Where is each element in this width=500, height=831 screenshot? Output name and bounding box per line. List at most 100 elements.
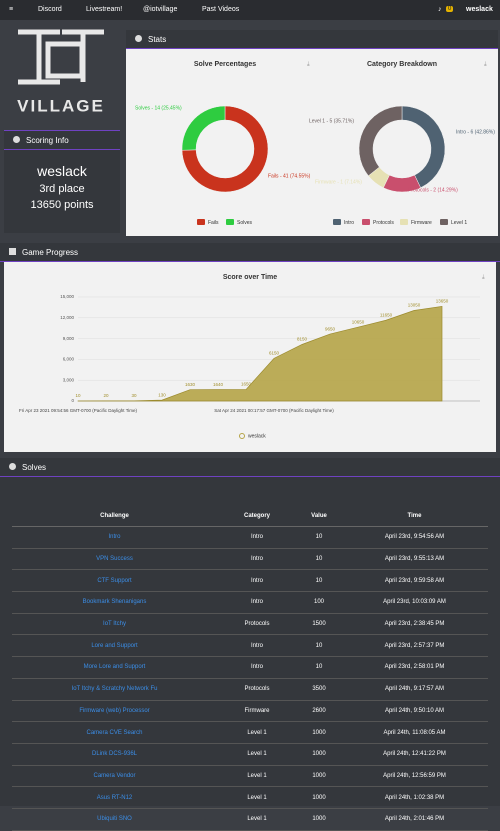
chart-title: Category Breakdown	[367, 61, 437, 68]
panel-title: Solves	[22, 463, 47, 472]
data-label: 10	[75, 393, 81, 398]
legend-swatch	[362, 219, 370, 225]
challenge-link[interactable]: Intro	[108, 534, 121, 541]
table-cell: IoT Itchy	[12, 613, 217, 636]
table-cell: 1000	[297, 786, 341, 809]
player-name: weslack	[37, 163, 87, 179]
table-cell: April 24th, 12:41:22 PM	[341, 743, 488, 766]
data-label: 6150	[269, 351, 280, 356]
menu-icon[interactable]: ≡	[9, 6, 14, 13]
table-cell: CTF Support	[12, 569, 217, 593]
table-cell: April 23rd, 9:55:13 AM	[341, 548, 488, 571]
table-cell: April 23rd, 2:57:37 PM	[341, 634, 488, 658]
table-cell: Firmware (web) Processor	[12, 700, 217, 723]
challenge-link[interactable]: Ubiquiti SNO	[97, 816, 132, 823]
legend-label: Protocols	[373, 220, 394, 226]
challenge-link[interactable]: Lore and Support	[91, 642, 138, 649]
data-label: 8150	[297, 337, 308, 342]
slice-label: Firmware - 1 (7.14%)	[315, 179, 362, 185]
column-header: Time	[341, 506, 488, 527]
challenge-link[interactable]: Camera CVE Search	[86, 729, 143, 736]
column-header: Category	[217, 506, 297, 527]
table-cell: Ubiquiti SNO	[12, 808, 217, 831]
table-cell: Camera Vendor	[12, 765, 217, 788]
challenge-link[interactable]: Camera Vendor	[93, 772, 136, 779]
y-tick-label: 12,000	[60, 315, 74, 320]
challenge-link[interactable]: Asus RT-N12	[96, 794, 133, 801]
data-label: 1640	[213, 382, 224, 387]
column-header: Value	[297, 506, 341, 527]
download-icon: ⤓	[484, 61, 487, 68]
nav-link[interactable]: Past Videos	[202, 6, 240, 13]
table-cell: April 24th, 11:08:05 AM	[341, 721, 488, 744]
table-row: Intro Intro 10 April 23rd, 9:54:56 AM	[12, 526, 488, 549]
chart-title: Score over Time	[223, 274, 277, 281]
legend-marker	[239, 433, 245, 439]
table-cell: Level 1	[217, 786, 297, 809]
table-header: Challenge Category Value Time	[12, 506, 488, 527]
donut-slice	[181, 105, 269, 193]
table-cell: April 24th, 1:02:38 PM	[341, 786, 488, 809]
y-tick-label: 6,000	[63, 357, 75, 362]
legend-swatch	[197, 219, 205, 225]
user-name[interactable]: weslack	[466, 6, 493, 13]
table-row: Camera CVE Search Level 1 1000 April 24th, …	[12, 721, 488, 744]
logo: VILLAGE	[0, 22, 122, 125]
table-cell: More Lore and Support	[12, 656, 217, 679]
table-cell: Intro	[217, 656, 297, 679]
table-cell: Intro	[217, 526, 297, 549]
legend-label: Firmware	[411, 220, 432, 226]
table-cell: April 23rd, 9:59:58 AM	[341, 569, 488, 593]
table-row: IoT Itchy Protocols 1500 April 23rd, 2:38:4…	[12, 613, 488, 636]
area-fill	[77, 305, 443, 402]
bell-icon[interactable]: ♪	[438, 6, 442, 13]
table-row: Asus RT-N12 Level 1 1000 April 24th, 1:02:3…	[12, 786, 488, 809]
table-cell: 3500	[297, 678, 341, 701]
x-tick-label: Fri Apr 23 2021 09:54:56 GMT-0700 (Pacif…	[19, 408, 138, 413]
challenge-link[interactable]: DLink DCS-936L	[91, 751, 138, 758]
table-cell: 10	[297, 634, 341, 658]
challenge-link[interactable]: IoT Itchy & Scratchy Network Fu	[71, 686, 158, 693]
legend-label: Intro	[344, 220, 354, 226]
table-cell: 10	[297, 526, 341, 549]
data-label: 20	[103, 393, 109, 398]
table-cell: 10	[297, 656, 341, 679]
legend-label: weslack	[248, 433, 266, 439]
legend-swatch	[440, 219, 448, 225]
data-label: 1630	[185, 382, 196, 387]
data-label: 30	[131, 393, 137, 398]
challenge-link[interactable]: More Lore and Support	[83, 664, 146, 671]
table-cell: 10	[297, 569, 341, 593]
nav-link[interactable]: @iotvillage	[143, 6, 178, 13]
notification-badge: 0	[446, 6, 454, 12]
logo-graphic: VILLAGE	[17, 29, 105, 115]
challenge-link[interactable]: Firmware (web) Processor	[79, 707, 150, 714]
challenge-link[interactable]: VPN Success	[96, 556, 133, 563]
table-row: Lore and Support Intro 10 April 23rd, 2:57:…	[12, 634, 488, 658]
table-cell: Lore and Support	[12, 634, 217, 658]
scoring-panel: Scoring Info weslack 3rd place 13650 poi…	[4, 130, 120, 233]
table-row: CTF Support Intro 10 April 23rd, 9:59:58 AM	[12, 569, 488, 593]
slice-label: Level 1 - 5 (35.71%)	[309, 118, 354, 124]
challenge-link[interactable]: CTF Support	[97, 577, 132, 584]
stats-charts: Solve Percentages ⤓ Fails - 41 (74.55%) Fai…	[126, 49, 498, 236]
table-cell: Intro	[217, 591, 297, 614]
nav-link[interactable]: Discord	[38, 6, 62, 13]
table-row: More Lore and Support Intro 10 April 23rd, …	[12, 656, 488, 679]
challenge-link[interactable]: IoT Itchy	[103, 621, 126, 628]
nav-link[interactable]: Livestream!	[86, 6, 123, 13]
data-label: 1650	[241, 382, 252, 387]
table-cell: VPN Success	[12, 548, 217, 571]
challenge-link[interactable]: Bookmark Shenanigans	[82, 599, 147, 606]
score-chart: Score over Time ⤓ 0 3,000 6,000 9,000 12,000 15…	[4, 262, 496, 452]
table-cell: April 24th, 9:50:10 AM	[341, 700, 488, 723]
legend-label: Fails	[208, 220, 219, 226]
table-cell: April 24th, 9:17:57 AM	[341, 678, 488, 701]
slice-label: Protocols - 2 (14.29%)	[408, 187, 458, 193]
solves-panel: Solves Challenge Category Value Time Intro I…	[0, 458, 500, 831]
logo-text: VILLAGE	[17, 96, 105, 115]
download-icon: ⤓	[307, 61, 310, 68]
legend-swatch	[226, 219, 234, 225]
player-place: 3rd place	[39, 183, 85, 195]
